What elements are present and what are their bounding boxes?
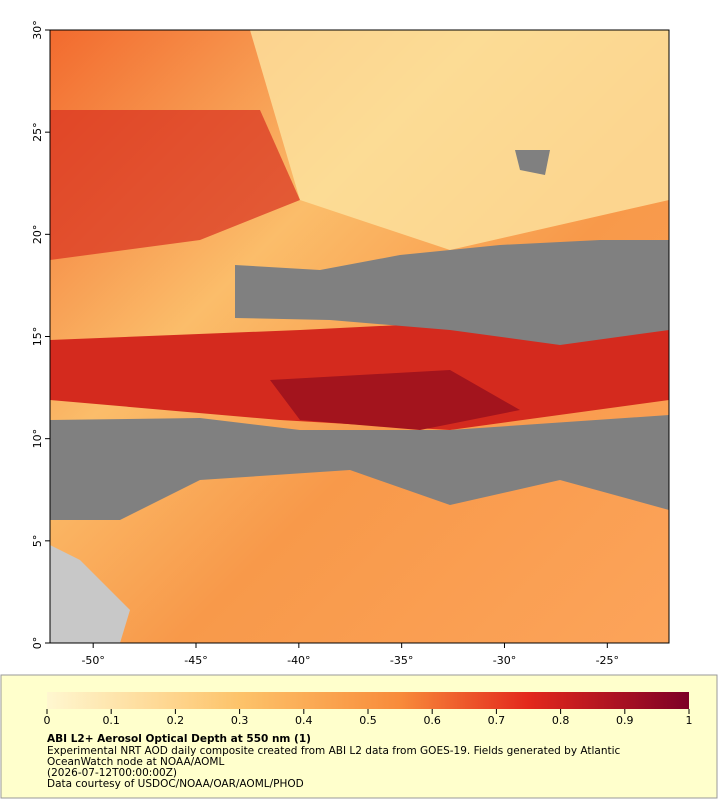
y-tick-label: 15° xyxy=(31,327,44,347)
y-tick-label: 30° xyxy=(31,20,44,40)
colorbar-tick-label: 0.4 xyxy=(295,714,313,727)
y-tick-label: 10° xyxy=(31,429,44,449)
y-tick-label: 5° xyxy=(31,535,44,548)
legend-title: ABI L2+ Aerosol Optical Depth at 550 nm … xyxy=(47,733,311,745)
x-tick-label: -40° xyxy=(287,654,310,667)
legend-line: (2026-07-12T00:00:00Z) xyxy=(47,767,177,779)
x-tick-label: -35° xyxy=(390,654,413,667)
x-tick-label: -30° xyxy=(493,654,516,667)
y-tick-label: 20° xyxy=(31,225,44,245)
legend-line: Experimental NRT AOD daily composite cre… xyxy=(47,745,621,757)
colorbar-tick-label: 0.3 xyxy=(231,714,249,727)
y-tick-label: 25° xyxy=(31,122,44,142)
colorbar-tick-label: 0.1 xyxy=(102,714,120,727)
colorbar-tick-label: 0.9 xyxy=(616,714,634,727)
colorbar-tick-label: 0.7 xyxy=(488,714,506,727)
colorbar-tick-label: 0 xyxy=(44,714,51,727)
colorbar-tick-label: 1 xyxy=(686,714,693,727)
x-tick-label: -25° xyxy=(596,654,619,667)
x-tick-label: -50° xyxy=(81,654,104,667)
colorbar-tick-label: 0.6 xyxy=(423,714,441,727)
colorbar-tick-label: 0.5 xyxy=(359,714,377,727)
legend-line: OceanWatch node at NOAA/AOML xyxy=(47,756,224,768)
x-tick-label: -45° xyxy=(184,654,207,667)
colorbar-tick-label: 0.2 xyxy=(167,714,185,727)
colorbar-tick-label: 0.8 xyxy=(552,714,570,727)
map-raster xyxy=(50,30,669,643)
y-tick-label: 0° xyxy=(31,637,44,650)
legend-line: Data courtesy of USDOC/NOAA/OAR/AOML/PHO… xyxy=(47,778,304,790)
colorbar xyxy=(47,692,689,709)
